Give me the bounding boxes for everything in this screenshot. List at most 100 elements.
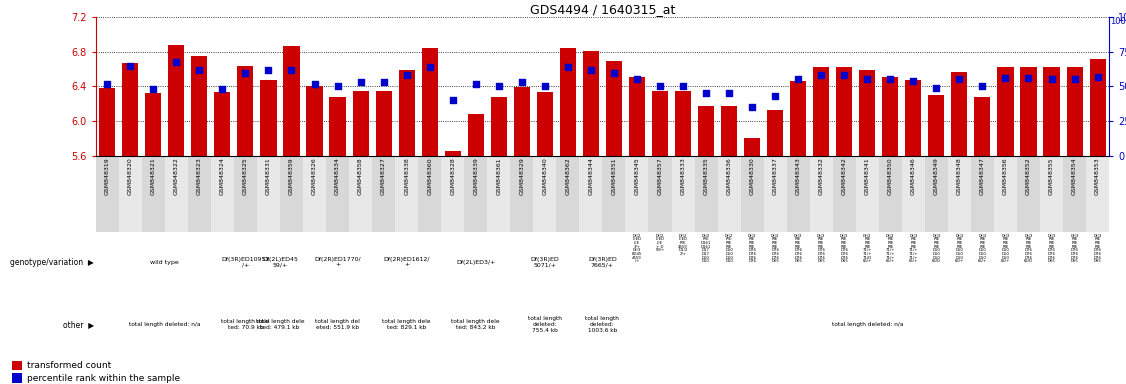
Title: GDS4494 / 1640315_at: GDS4494 / 1640315_at bbox=[529, 3, 676, 16]
Bar bbox=[695, 156, 717, 232]
Text: GSM848360: GSM848360 bbox=[427, 157, 432, 195]
Bar bbox=[260, 80, 277, 156]
Bar bbox=[787, 156, 810, 232]
Text: GSM848321: GSM848321 bbox=[151, 157, 155, 195]
Text: Df(3
RIE
RIE
RIE
71/+
71/+
71/+
65/+: Df(3 RIE RIE RIE 71/+ 71/+ 71/+ 65/+ bbox=[909, 233, 918, 263]
Bar bbox=[649, 156, 671, 232]
Text: GSM848325: GSM848325 bbox=[243, 157, 248, 195]
Point bbox=[168, 58, 186, 65]
Point bbox=[674, 83, 692, 89]
Point bbox=[536, 83, 554, 89]
Bar bbox=[145, 93, 161, 156]
Text: Df(2
L)ED
L)E
3/+
Df(3
ED45
4559
/+: Df(2 L)ED L)E 3/+ Df(3 ED45 4559 /+ bbox=[632, 233, 642, 263]
Bar bbox=[652, 91, 668, 156]
Bar bbox=[928, 95, 945, 156]
Bar bbox=[1063, 156, 1087, 232]
Bar bbox=[580, 156, 602, 232]
Bar bbox=[674, 91, 691, 156]
Text: GSM848346: GSM848346 bbox=[911, 157, 915, 195]
Point bbox=[558, 64, 577, 70]
Point bbox=[766, 93, 784, 99]
Text: Df(3R)ED
5071/+: Df(3R)ED 5071/+ bbox=[530, 257, 560, 268]
Point bbox=[1089, 74, 1107, 80]
Text: GSM848333: GSM848333 bbox=[680, 157, 686, 195]
Point bbox=[283, 67, 301, 73]
Bar bbox=[349, 156, 372, 232]
Text: Df(2
L)ED
R)E
4559
D1(2
2/+: Df(2 L)ED R)E 4559 D1(2 2/+ bbox=[678, 233, 688, 256]
Bar bbox=[948, 156, 971, 232]
Text: GSM848344: GSM848344 bbox=[589, 157, 593, 195]
Point bbox=[582, 67, 600, 73]
Text: Df(2
R)E
RIE
RIE
D50
D50
D50
D50: Df(2 R)E RIE RIE D50 D50 D50 D50 bbox=[725, 233, 733, 263]
Text: GSM848324: GSM848324 bbox=[220, 157, 225, 195]
Text: Df(3
RIE
RIE
RIE
D50
D50
D50
65/+: Df(3 RIE RIE RIE D50 D50 D50 65/+ bbox=[977, 233, 988, 263]
Text: GSM848355: GSM848355 bbox=[1049, 157, 1054, 195]
Bar bbox=[763, 156, 787, 232]
Bar bbox=[998, 66, 1013, 156]
Text: Df(3
RIE
RIE
RIE
D76
D76
D76
D65: Df(3 RIE RIE RIE D76 D76 D76 D65 bbox=[1093, 233, 1101, 263]
Text: Df(3R)ED10953
/+: Df(3R)ED10953 /+ bbox=[221, 257, 269, 268]
Text: GSM848339: GSM848339 bbox=[473, 157, 479, 195]
Bar bbox=[214, 92, 231, 156]
Bar bbox=[118, 156, 142, 232]
Text: Df(2R)ED1612/
+: Df(2R)ED1612/ + bbox=[383, 257, 430, 268]
Text: GSM848356: GSM848356 bbox=[1003, 157, 1008, 195]
Bar bbox=[629, 77, 645, 156]
Point bbox=[1043, 76, 1061, 83]
Text: Df(3
RIE
RIE
RIE
D50
D50
D50
65/D: Df(3 RIE RIE RIE D50 D50 D50 65/D bbox=[932, 233, 941, 263]
Text: GSM848319: GSM848319 bbox=[105, 157, 109, 195]
Text: GSM848358: GSM848358 bbox=[358, 157, 363, 195]
Bar bbox=[164, 156, 188, 232]
Point bbox=[490, 83, 508, 89]
Bar bbox=[859, 70, 875, 156]
Text: Df(3
RIE
RIE
RIE
D76
D76
D76
D76: Df(3 RIE RIE RIE D76 D76 D76 D76 bbox=[748, 233, 757, 263]
Text: GSM848351: GSM848351 bbox=[611, 157, 616, 195]
Bar bbox=[12, 361, 23, 370]
Text: GSM848342: GSM848342 bbox=[842, 157, 847, 195]
Text: Df(2L)ED45
59/+: Df(2L)ED45 59/+ bbox=[262, 257, 298, 268]
Text: GSM848320: GSM848320 bbox=[127, 157, 133, 195]
Bar bbox=[303, 156, 327, 232]
Point bbox=[305, 81, 323, 87]
Bar bbox=[445, 151, 461, 156]
Text: percentile rank within the sample: percentile rank within the sample bbox=[27, 374, 180, 382]
Text: GSM848353: GSM848353 bbox=[1096, 157, 1100, 195]
Point bbox=[812, 72, 830, 78]
Text: GSM848327: GSM848327 bbox=[381, 157, 386, 195]
Point bbox=[190, 67, 208, 73]
Bar bbox=[560, 48, 575, 156]
Text: GSM848350: GSM848350 bbox=[887, 157, 893, 195]
Text: Df(3
RIE
RIE
RIE
D50
D50
D50
65/+: Df(3 RIE RIE RIE D50 D50 D50 65/+ bbox=[1001, 233, 1010, 263]
Point bbox=[375, 79, 393, 85]
Bar bbox=[306, 86, 322, 156]
Bar bbox=[671, 156, 695, 232]
Text: GSM848362: GSM848362 bbox=[565, 157, 571, 195]
Bar bbox=[951, 72, 967, 156]
Bar bbox=[238, 66, 253, 156]
Bar bbox=[1066, 68, 1082, 156]
Point bbox=[904, 78, 922, 84]
Text: GSM848329: GSM848329 bbox=[519, 157, 525, 195]
Bar bbox=[399, 70, 414, 156]
Text: Df(3
RIE
RIE
RIE
D76
D76
D76
D65: Df(3 RIE RIE RIE D76 D76 D76 D65 bbox=[794, 233, 803, 263]
Bar bbox=[395, 156, 418, 232]
Bar bbox=[971, 156, 994, 232]
Text: GSM848347: GSM848347 bbox=[980, 157, 985, 195]
Bar bbox=[330, 97, 346, 156]
Text: Df(2R)ED1770/
+: Df(2R)ED1770/ + bbox=[314, 257, 360, 268]
Bar bbox=[188, 156, 211, 232]
Text: GSM848331: GSM848331 bbox=[266, 157, 271, 195]
Text: GSM848328: GSM848328 bbox=[450, 157, 455, 195]
Text: GSM848322: GSM848322 bbox=[173, 157, 179, 195]
Bar bbox=[810, 156, 833, 232]
Bar bbox=[376, 91, 392, 156]
Bar bbox=[513, 87, 530, 156]
Text: Df(3R)ED
7665/+: Df(3R)ED 7665/+ bbox=[588, 257, 617, 268]
Bar bbox=[556, 156, 580, 232]
Bar bbox=[878, 156, 902, 232]
Text: other  ▶: other ▶ bbox=[63, 320, 93, 329]
Point bbox=[928, 85, 946, 91]
Bar bbox=[280, 156, 303, 232]
Text: GSM848341: GSM848341 bbox=[865, 157, 869, 195]
Bar bbox=[372, 156, 395, 232]
